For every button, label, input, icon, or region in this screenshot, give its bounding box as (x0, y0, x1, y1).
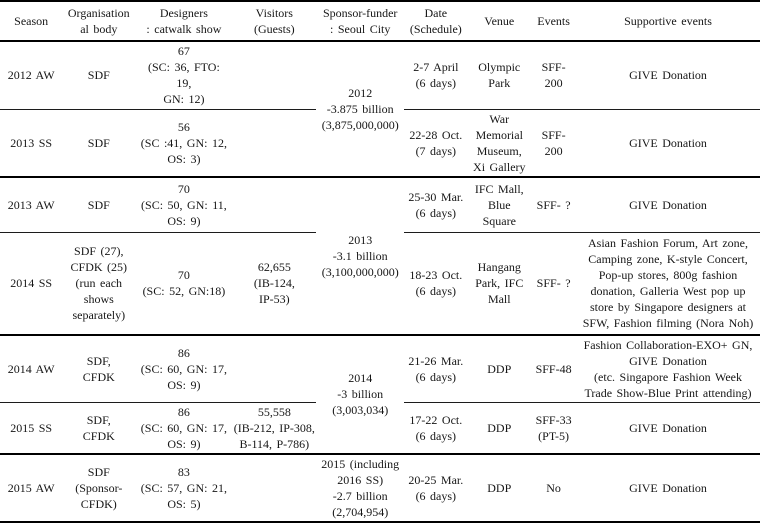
cell-designers: 56 (SC :41, GN: 12, OS: 3) (135, 109, 233, 178)
cell-sponsor-funder: 2014 -3 billion (3,003,034) (316, 334, 405, 455)
cell-events: SFF- 200 (531, 109, 577, 178)
cell-sponsor-funder: 2013 -3.1 billion (3,100,000,000) (316, 176, 405, 336)
cell-venue: Hangang Park, IFC Mall (467, 232, 532, 336)
header-cell-date: Date (Schedule) (404, 1, 468, 42)
table-row: 2015 SS SDF, CFDK 86 (SC: 60, GN: 17, OS: … (0, 402, 760, 455)
header-cell-venue: Venue (467, 1, 532, 42)
cell-visitors: 55,558 (IB-212, IP-308, B-114, P-786) (232, 402, 317, 455)
cell-designers: 70 (SC: 52, GN:18) (135, 232, 233, 336)
cell-organisational-body: SDF, CFDK (62, 402, 136, 455)
cell-organisational-body: SDF (62, 41, 136, 110)
cell-designers: 86 (SC: 60, GN: 17, OS: 9) (135, 402, 233, 455)
table-row: 2013 AW SDF 70 (SC: 50, GN: 11, OS: 9) 2013… (0, 176, 760, 336)
cell-organisational-body: SDF (62, 109, 136, 178)
header-cell-supportive-events: Supportive events (576, 1, 760, 42)
cell-supportive-events: GIVE Donation (576, 109, 760, 178)
cell-season: 2012 AW (0, 41, 63, 110)
table-header: Season Organisation al body Designers : ca… (0, 1, 760, 42)
cell-visitors (233, 454, 317, 522)
cell-venue: War Memorial Museum, Xi Gallery (467, 109, 532, 178)
cell-sponsor-funder: 2012 -3.875 billion (3,875,000,000) (316, 41, 405, 178)
header-cell-visitors: Visitors (Guests) (232, 1, 317, 42)
table-row: 2015 AW SDF (Sponsor- CFDK) 83 (SC: 57, GN… (0, 454, 760, 522)
cell-date: 18-23 Oct. (6 days) (404, 232, 468, 336)
cell-visitors (232, 109, 317, 178)
table-row: 2012 AW SDF 67 (SC: 36, FTO: 19, GN: 12) 20… (0, 41, 760, 178)
cell-designers: 70 (SC: 50, GN: 11, OS: 9) (135, 176, 233, 233)
cell-season: 2015 SS (0, 402, 63, 455)
cell-season: 2013 AW (0, 176, 63, 233)
cell-organisational-body: SDF (Sponsor- CFDK) (75, 464, 123, 511)
cell-sponsor-funder: 2015 (including 2016 SS) -2.7 billion (2… (321, 456, 400, 519)
cell-venue: DDP (467, 334, 532, 403)
table-row: 2014 SS SDF (27), CFDK (25) (run each sho… (0, 232, 760, 336)
cell-venue: DDP (467, 402, 532, 455)
cell-events: SFF-33 (PT-5) (531, 402, 577, 455)
cell-supportive-events: GIVE Donation (576, 41, 760, 110)
header-cell-sponsor-funder: Sponsor-funder : Seoul City (316, 1, 405, 42)
cell-events: No (546, 480, 561, 495)
header-cell-designers: Designers : catwalk show (135, 1, 233, 42)
cell-events: SFF-48 (531, 334, 577, 403)
header-row: Season Organisation al body Designers : ca… (0, 1, 760, 42)
cell-season: 2014 SS (0, 232, 63, 336)
cell-date: 25-30 Mar. (6 days) (404, 176, 468, 233)
cell-organisational-body: SDF, CFDK (62, 334, 136, 403)
cell-date: 17-22 Oct. (6 days) (404, 402, 468, 455)
cell-organisational-body: SDF (27), CFDK (25) (run each shows sepa… (62, 232, 136, 336)
table-row: 2014 AW SDF, CFDK 86 (SC: 60, GN: 17, OS: … (0, 334, 760, 455)
cell-season: 2015 AW (7, 480, 55, 495)
cell-date: 21-26 Mar. (6 days) (404, 334, 468, 403)
header-cell-events: Events (531, 1, 577, 42)
table-body: 2012 AW SDF 67 (SC: 36, FTO: 19, GN: 12) 20… (0, 41, 760, 522)
cell-venue: IFC Mall, Blue Square (467, 176, 532, 233)
cell-visitors (232, 41, 317, 110)
cell-date: 20-25 Mar. (6 days) (408, 472, 464, 503)
cell-events: SFF- 200 (531, 41, 577, 110)
table-row: 2013 SS SDF 56 (SC :41, GN: 12, OS: 3) 22-2… (0, 109, 760, 178)
cell-supportive-events: GIVE Donation (576, 176, 760, 233)
cell-date: 2-7 April (6 days) (404, 41, 468, 110)
cell-designers: 67 (SC: 36, FTO: 19, GN: 12) (135, 41, 233, 110)
cell-supportive-events: Fashion Collaboration-EXO+ GN, GIVE Dona… (576, 334, 760, 403)
cell-date: 22-28 Oct. (7 days) (404, 109, 468, 178)
cell-events: SFF- ? (531, 176, 577, 233)
header-cell-organisational-body: Organisation al body (62, 1, 136, 42)
cell-venue: Olympic Park (467, 41, 532, 110)
cell-designers: 83 (SC: 57, GN: 21, OS: 5) (140, 464, 227, 511)
cell-organisational-body: SDF (62, 176, 136, 233)
header-cell-season: Season (0, 1, 63, 42)
cell-supportive-events: Asian Fashion Forum, Art zone, Camping z… (576, 232, 760, 336)
cell-events: SFF- ? (531, 232, 577, 336)
cell-visitors (232, 176, 317, 233)
cell-visitors: 62,655 (IB-124, IP-53) (232, 232, 317, 336)
cell-supportive-events: GIVE Donation (576, 402, 760, 455)
cell-supportive-events: GIVE Donation (629, 480, 707, 495)
cell-season: 2014 AW (0, 334, 63, 403)
cell-designers: 86 (SC: 60, GN: 17, OS: 9) (135, 334, 233, 403)
cell-venue: DDP (487, 480, 512, 495)
cell-season: 2013 SS (0, 109, 63, 178)
cell-visitors (232, 334, 317, 403)
